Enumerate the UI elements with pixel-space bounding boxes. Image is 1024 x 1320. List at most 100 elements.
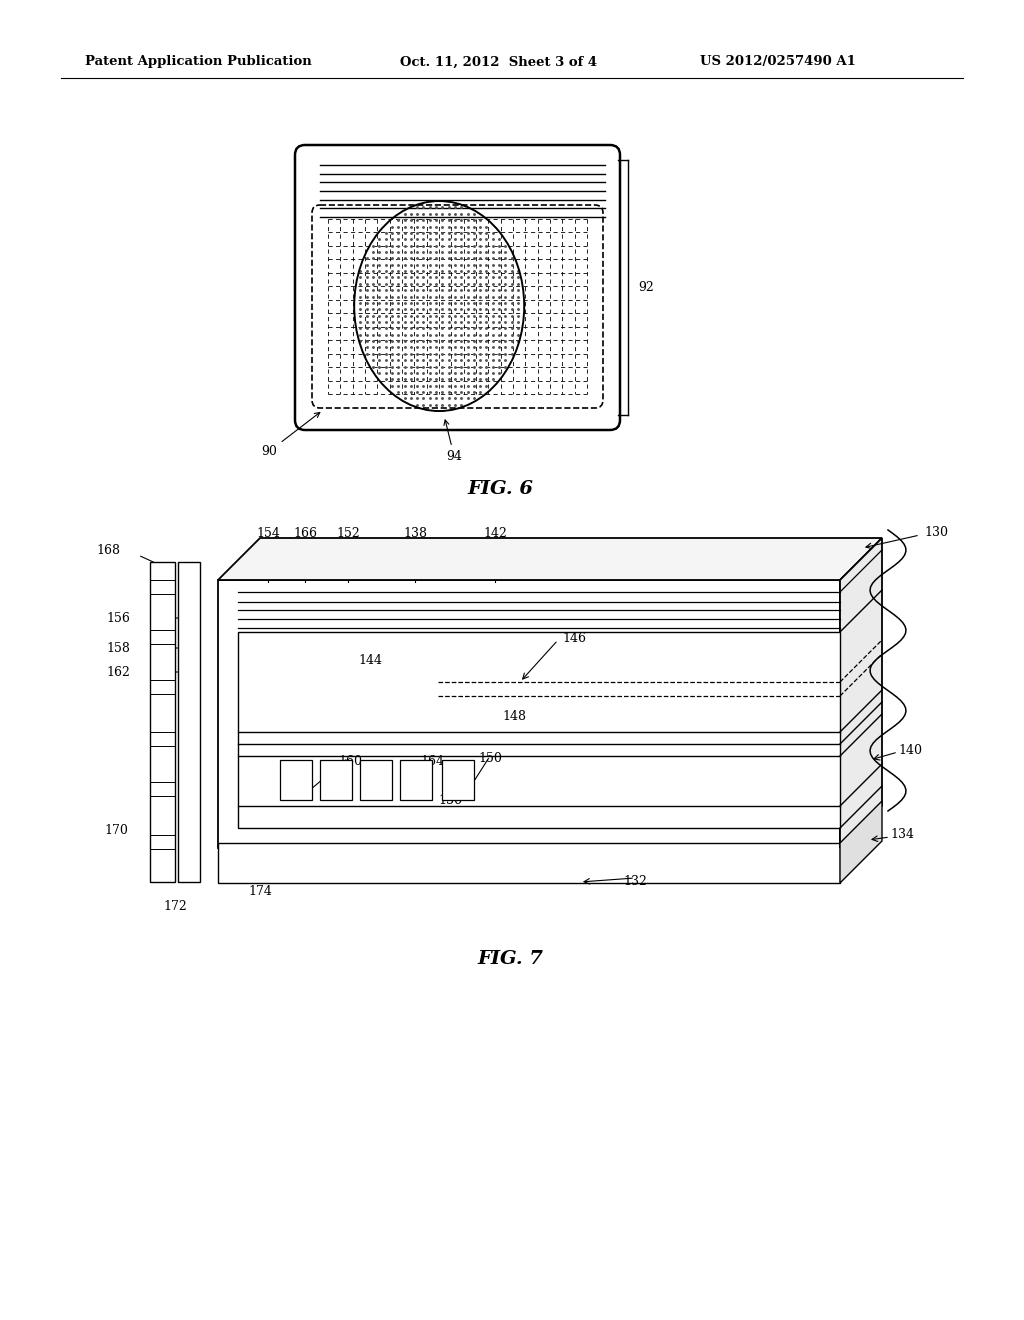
- Point: [440, 260, 457, 281]
- Point: [384, 242, 400, 263]
- Point: [416, 305, 432, 326]
- Point: [352, 312, 369, 333]
- Point: [409, 228, 425, 249]
- Point: [434, 292, 451, 313]
- Point: [460, 305, 476, 326]
- Point: [484, 337, 501, 358]
- Point: [460, 343, 476, 364]
- Point: [440, 362, 457, 383]
- Point: [402, 216, 419, 238]
- Point: [422, 298, 438, 319]
- Point: [460, 248, 476, 269]
- Point: [440, 381, 457, 403]
- Text: 92: 92: [638, 281, 653, 294]
- Point: [428, 337, 444, 358]
- Point: [402, 286, 419, 308]
- Point: [440, 337, 457, 358]
- Point: [453, 381, 469, 403]
- Text: 156: 156: [106, 611, 130, 624]
- Point: [428, 203, 444, 224]
- Point: [434, 325, 451, 346]
- Text: 134: 134: [890, 829, 914, 842]
- Point: [466, 305, 482, 326]
- Point: [460, 375, 476, 396]
- Point: [453, 318, 469, 339]
- Point: [472, 350, 488, 371]
- Point: [453, 395, 469, 416]
- Point: [497, 280, 513, 301]
- Point: [365, 242, 381, 263]
- Point: [365, 343, 381, 364]
- Point: [484, 305, 501, 326]
- Point: [358, 343, 375, 364]
- Point: [497, 248, 513, 269]
- Point: [390, 356, 407, 378]
- Point: [446, 203, 463, 224]
- Text: 142: 142: [483, 527, 507, 540]
- Point: [390, 292, 407, 313]
- Point: [390, 312, 407, 333]
- Point: [453, 273, 469, 294]
- Point: [402, 298, 419, 319]
- Point: [365, 292, 381, 313]
- Point: [365, 248, 381, 269]
- Bar: [218, 843, 840, 883]
- Point: [402, 350, 419, 371]
- Point: [510, 325, 526, 346]
- Point: [466, 222, 482, 243]
- Point: [422, 203, 438, 224]
- Point: [402, 330, 419, 351]
- Point: [497, 267, 513, 288]
- Point: [422, 318, 438, 339]
- Point: [434, 197, 451, 218]
- Point: [428, 362, 444, 383]
- Point: [453, 267, 469, 288]
- Point: [409, 298, 425, 319]
- Point: [446, 330, 463, 351]
- Point: [440, 395, 457, 416]
- Polygon shape: [840, 539, 882, 847]
- Point: [460, 356, 476, 378]
- Point: [402, 312, 419, 333]
- Point: [478, 267, 495, 288]
- Text: 170: 170: [104, 824, 128, 837]
- Point: [371, 298, 387, 319]
- Point: [352, 280, 369, 301]
- Point: [371, 260, 387, 281]
- Point: [478, 312, 495, 333]
- Point: [440, 242, 457, 263]
- Point: [466, 255, 482, 276]
- Point: [371, 337, 387, 358]
- Point: [422, 362, 438, 383]
- Point: [497, 343, 513, 364]
- Point: [484, 318, 501, 339]
- Point: [371, 350, 387, 371]
- Point: [490, 273, 507, 294]
- Point: [390, 255, 407, 276]
- Point: [409, 242, 425, 263]
- Point: [416, 356, 432, 378]
- Point: [460, 298, 476, 319]
- Point: [504, 343, 520, 364]
- Point: [504, 292, 520, 313]
- Point: [378, 362, 394, 383]
- Point: [510, 286, 526, 308]
- Point: [358, 305, 375, 326]
- Point: [446, 337, 463, 358]
- Point: [484, 356, 501, 378]
- Point: [409, 255, 425, 276]
- Bar: [238, 632, 840, 828]
- Point: [466, 210, 482, 231]
- Point: [365, 337, 381, 358]
- Point: [390, 298, 407, 319]
- Point: [371, 292, 387, 313]
- Point: [440, 222, 457, 243]
- Point: [428, 375, 444, 396]
- Point: [446, 228, 463, 249]
- Point: [504, 298, 520, 319]
- Point: [409, 235, 425, 256]
- Point: [422, 197, 438, 218]
- Point: [396, 235, 413, 256]
- Point: [478, 248, 495, 269]
- Point: [466, 343, 482, 364]
